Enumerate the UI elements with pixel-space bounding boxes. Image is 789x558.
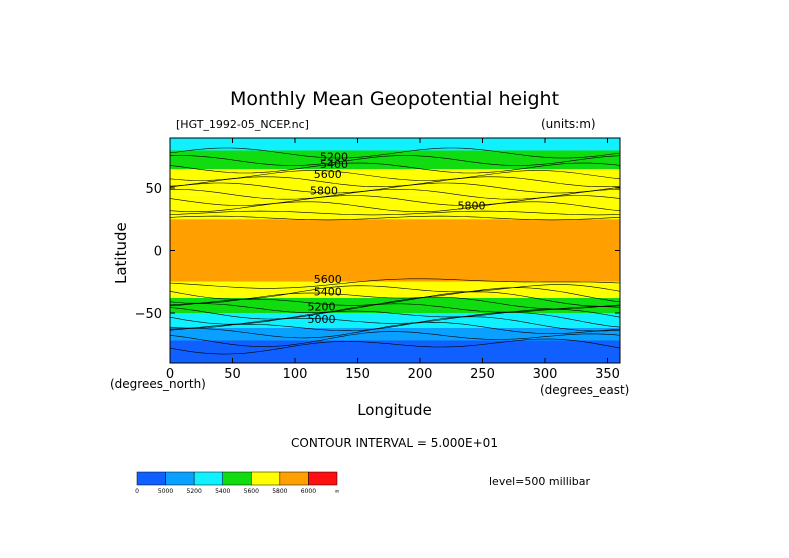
level-label: level=500 millibar bbox=[489, 475, 591, 488]
contour-line bbox=[169, 170, 621, 181]
band-3 bbox=[170, 194, 620, 220]
band-2 bbox=[170, 169, 620, 195]
contour-label: 5800 bbox=[458, 199, 486, 212]
contour-line bbox=[169, 162, 621, 174]
contour-line bbox=[169, 210, 621, 216]
x-tick-label: 300 bbox=[533, 367, 558, 382]
colorbar-swatch bbox=[279, 471, 309, 486]
y-tick-label: −50 bbox=[135, 307, 162, 322]
x-tick-label: 350 bbox=[595, 367, 620, 382]
contour-label: 5400 bbox=[320, 158, 348, 171]
contour-line bbox=[169, 291, 621, 307]
y-tick-label: 0 bbox=[154, 245, 162, 260]
contour-label: 5000 bbox=[308, 313, 336, 326]
colorbar-label: 5800 bbox=[272, 488, 287, 495]
colorbar-label: 5000 bbox=[158, 488, 173, 495]
band-9 bbox=[170, 340, 620, 363]
units-label: (units:m) bbox=[541, 117, 596, 131]
x-tick-label: 200 bbox=[408, 367, 433, 382]
colorbar-label: 5200 bbox=[187, 488, 202, 495]
colorbar-swatch bbox=[136, 471, 166, 486]
colorbar-swatch bbox=[222, 471, 252, 486]
colorbar-swatch bbox=[251, 471, 281, 486]
colorbar-label: 5400 bbox=[215, 488, 230, 495]
x-tick-label: 250 bbox=[470, 367, 495, 382]
contour-line bbox=[169, 278, 621, 289]
colorbar-label: 0 bbox=[135, 488, 139, 495]
contour-line bbox=[169, 182, 621, 194]
contour-label: 5400 bbox=[314, 286, 342, 299]
contour-line bbox=[169, 308, 621, 325]
x-axis-label: Longitude bbox=[357, 401, 432, 419]
contour-label: 5200 bbox=[320, 151, 348, 164]
contour-line bbox=[169, 331, 621, 347]
contour-label: 5800 bbox=[310, 184, 338, 197]
band-4 bbox=[170, 219, 620, 282]
source-file-label: [HGT_1992-05_NCEP.nc] bbox=[176, 118, 309, 131]
contour-line bbox=[169, 303, 621, 320]
colorbar: 0 5000 5200 5400 5600 5800 6000 ∞ bbox=[135, 471, 340, 495]
colorbar-swatch bbox=[308, 471, 338, 486]
contour-line bbox=[169, 147, 621, 159]
chart-title: Monthly Mean Geopotential height bbox=[229, 88, 560, 110]
plot-area bbox=[170, 138, 620, 363]
y-tick-label: 50 bbox=[145, 182, 162, 197]
colorbar-label: 5600 bbox=[244, 488, 259, 495]
x-tick-label: 50 bbox=[224, 367, 241, 382]
contour-line bbox=[169, 176, 621, 187]
x-tick-label: 150 bbox=[345, 367, 370, 382]
band-5 bbox=[170, 281, 620, 298]
band-8 bbox=[170, 328, 620, 341]
contour-line bbox=[169, 312, 621, 329]
band-6 bbox=[170, 298, 620, 313]
y-ticks: −50 0 50 bbox=[135, 182, 620, 322]
contour-line bbox=[169, 321, 621, 339]
contour-line bbox=[169, 155, 621, 166]
contour-line bbox=[169, 201, 621, 212]
colorbar-label: ∞ bbox=[335, 488, 340, 495]
band-1 bbox=[170, 150, 620, 170]
contour-label: 5600 bbox=[314, 168, 342, 181]
contour-line bbox=[169, 296, 621, 313]
x-ticks: 0 50 100 150 200 250 300 350 bbox=[166, 138, 620, 382]
colorbar-swatch bbox=[193, 471, 223, 486]
contour-line bbox=[169, 338, 621, 355]
x-unit-label: (degrees_east) bbox=[540, 383, 630, 397]
contour-line bbox=[169, 215, 621, 221]
contour-lines bbox=[169, 147, 621, 355]
colorbar-swatch bbox=[165, 471, 195, 486]
contour-interval-label: CONTOUR INTERVAL = 5.000E+01 bbox=[291, 436, 498, 450]
contour-label: 5200 bbox=[308, 301, 336, 314]
colorbar-label: 6000 bbox=[301, 488, 316, 495]
contour-line bbox=[169, 316, 621, 332]
band-7 bbox=[170, 313, 620, 328]
band-0 bbox=[170, 138, 620, 151]
y-unit-label: (degrees_north) bbox=[110, 377, 206, 391]
x-tick-label: 100 bbox=[283, 367, 308, 382]
contour-line bbox=[169, 195, 621, 206]
contour-label: 5600 bbox=[314, 273, 342, 286]
x-tick-label: 0 bbox=[166, 367, 174, 382]
